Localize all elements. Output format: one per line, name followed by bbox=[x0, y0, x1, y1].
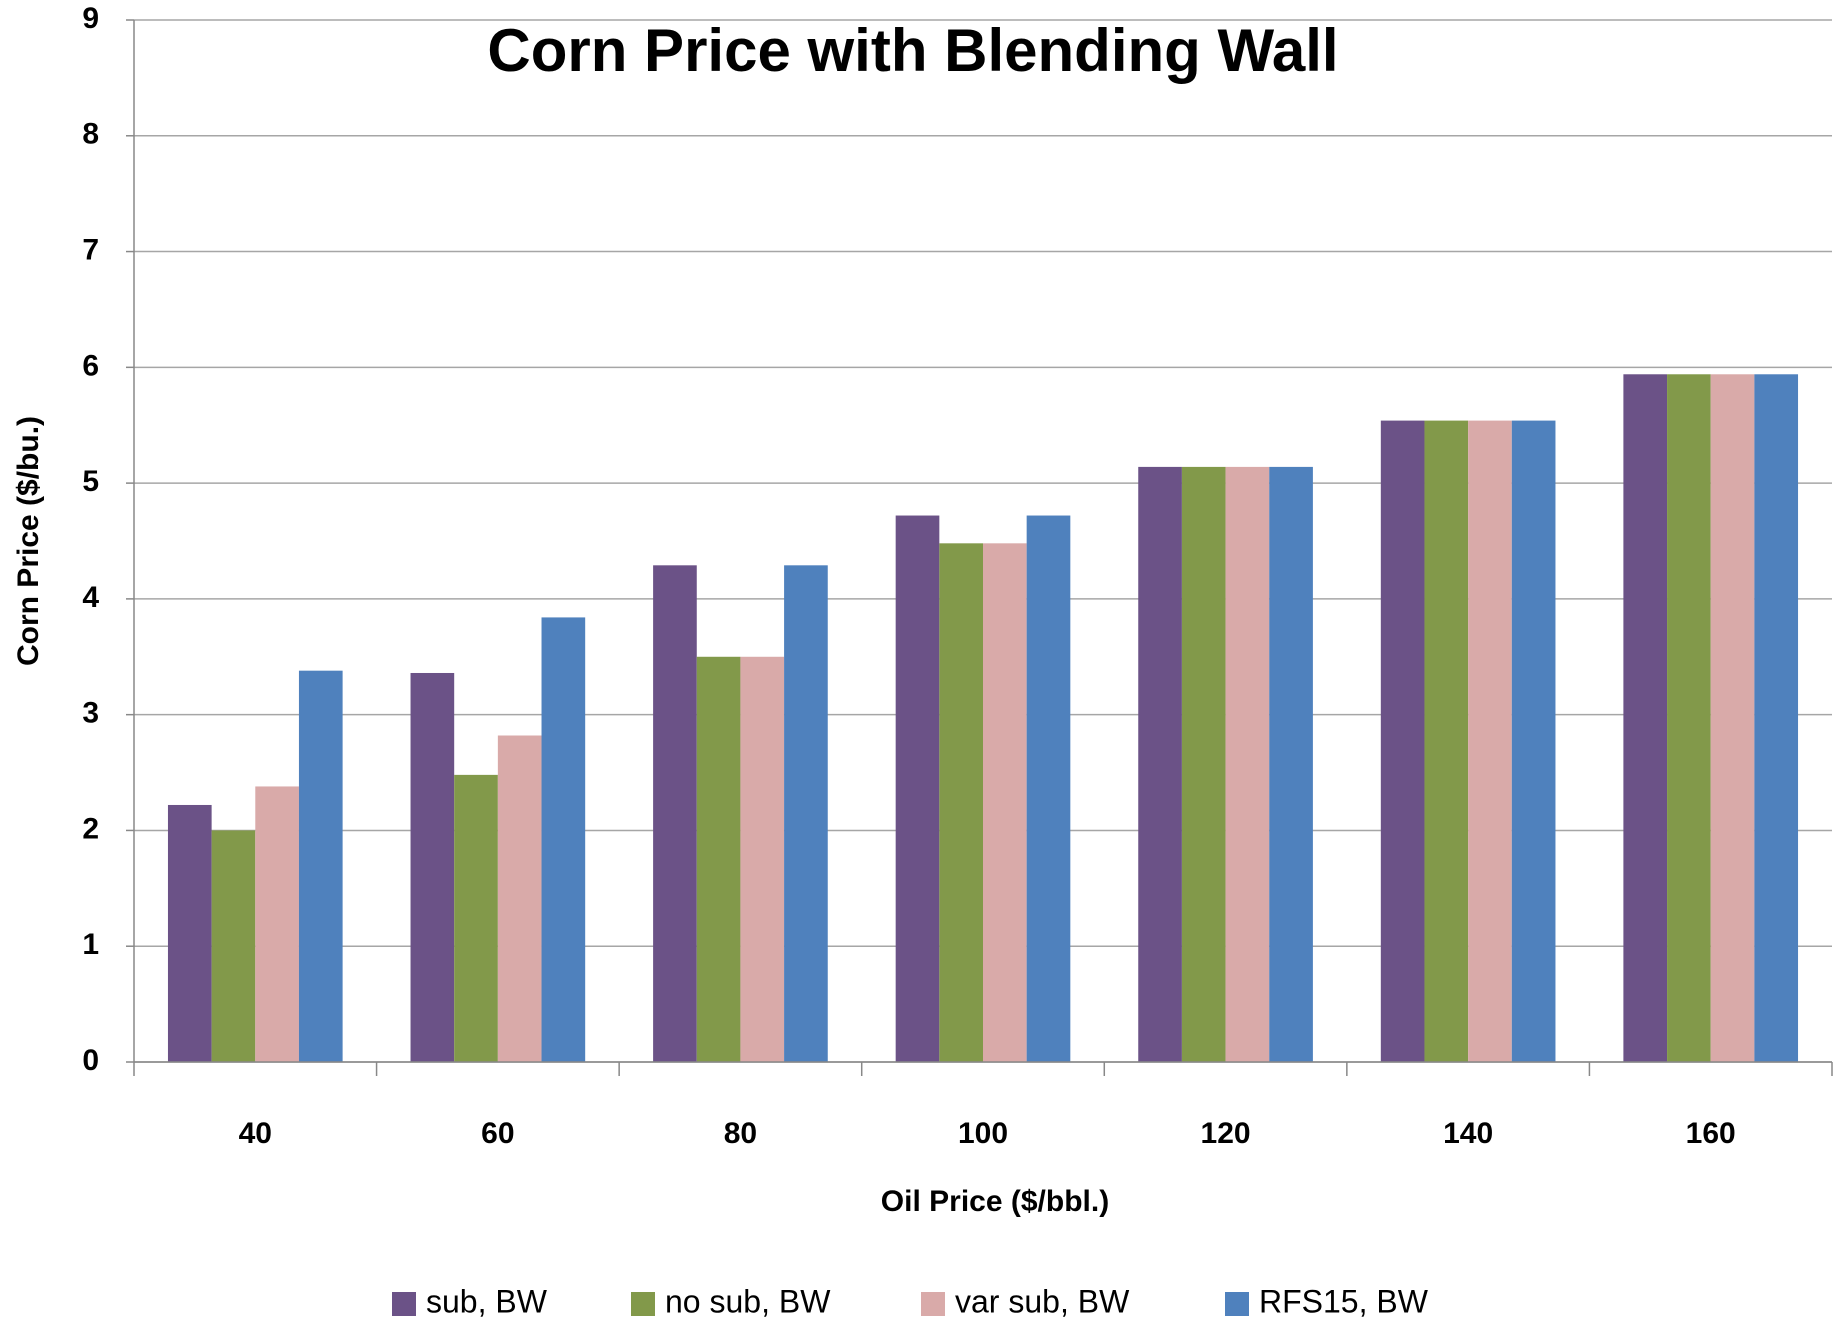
y-tick-label: 4 bbox=[82, 581, 99, 614]
bar bbox=[1269, 466, 1313, 1062]
bar bbox=[211, 830, 256, 1062]
x-axis-title: Oil Price ($/bbl.) bbox=[881, 1185, 1109, 1218]
bar bbox=[740, 656, 785, 1062]
y-tick-label: 9 bbox=[82, 2, 99, 35]
chart-title: Corn Price with Blending Wall bbox=[487, 17, 1338, 84]
x-tick-label: 100 bbox=[958, 1117, 1008, 1150]
bar bbox=[1138, 466, 1182, 1062]
bar bbox=[983, 543, 1027, 1062]
y-axis-title: Corn Price ($/bu.) bbox=[12, 416, 45, 666]
y-tick-label: 2 bbox=[82, 812, 99, 845]
bar bbox=[1026, 515, 1071, 1062]
bar bbox=[895, 515, 940, 1062]
y-tick-label: 5 bbox=[82, 465, 99, 498]
bar bbox=[298, 670, 343, 1062]
legend-label: RFS15, BW bbox=[1259, 1283, 1429, 1319]
bar bbox=[1181, 466, 1226, 1062]
bar bbox=[454, 774, 498, 1062]
legend-swatch bbox=[631, 1292, 655, 1316]
y-tick-label: 1 bbox=[82, 928, 99, 961]
bar bbox=[1424, 420, 1469, 1062]
y-tick-label: 3 bbox=[82, 697, 99, 730]
bar bbox=[653, 565, 697, 1062]
x-tick-label: 120 bbox=[1201, 1117, 1251, 1150]
legend-swatch bbox=[1225, 1292, 1249, 1316]
bar bbox=[784, 565, 828, 1062]
legend-swatch bbox=[392, 1292, 416, 1316]
x-tick-label: 40 bbox=[239, 1117, 272, 1150]
bar bbox=[1511, 420, 1556, 1062]
bar bbox=[1667, 374, 1711, 1062]
legend-label: no sub, BW bbox=[665, 1283, 831, 1319]
x-tick-label: 60 bbox=[481, 1117, 514, 1150]
x-tick-label: 160 bbox=[1686, 1117, 1736, 1150]
bar bbox=[497, 735, 542, 1062]
bar bbox=[1225, 466, 1270, 1062]
legend-label: sub, BW bbox=[426, 1283, 548, 1319]
bar bbox=[696, 656, 741, 1062]
bar bbox=[1710, 374, 1755, 1062]
bar bbox=[1754, 374, 1799, 1062]
bar bbox=[1468, 420, 1512, 1062]
bar bbox=[939, 543, 983, 1062]
y-tick-label: 0 bbox=[82, 1044, 99, 1077]
bar bbox=[167, 804, 212, 1062]
legend-swatch bbox=[921, 1292, 945, 1316]
bar bbox=[1380, 420, 1425, 1062]
bar bbox=[410, 672, 455, 1062]
legend-label: var sub, BW bbox=[955, 1283, 1130, 1319]
y-tick-label: 6 bbox=[82, 349, 99, 382]
x-tick-label: 80 bbox=[724, 1117, 757, 1150]
bar bbox=[255, 786, 299, 1062]
bar bbox=[541, 617, 586, 1062]
bar bbox=[1623, 374, 1668, 1062]
y-tick-label: 8 bbox=[82, 118, 99, 151]
y-tick-label: 7 bbox=[82, 233, 99, 266]
x-tick-label: 140 bbox=[1443, 1117, 1493, 1150]
